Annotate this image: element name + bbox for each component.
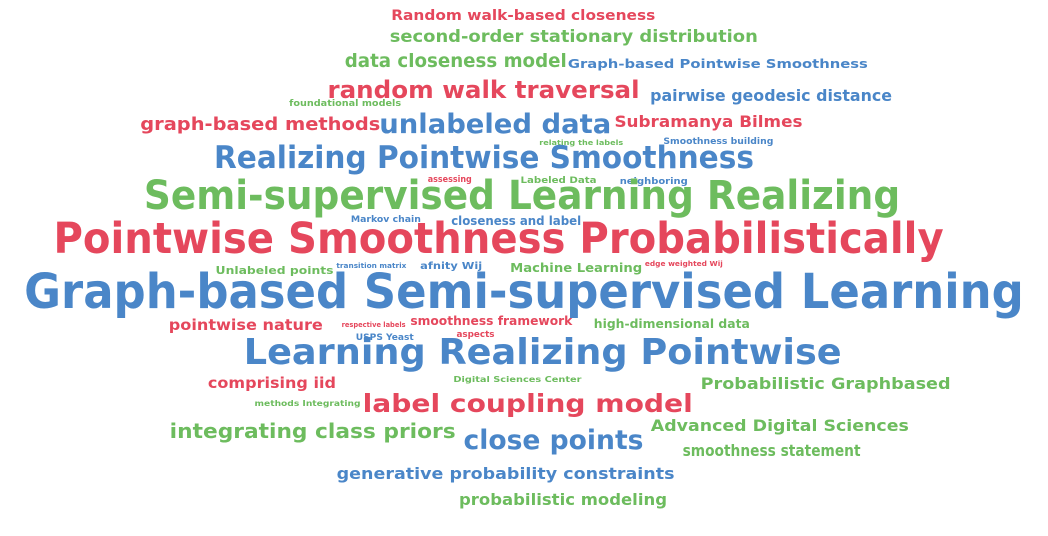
- word-pointwise-smoothness-probabilistically: Pointwise Smoothness Probabilistically: [53, 213, 945, 264]
- word-advanced-digital-sciences: Advanced Digital Sciences: [650, 416, 910, 435]
- word-neighboring: neighboring: [619, 176, 689, 187]
- word-probabilistic-modeling: probabilistic modeling: [458, 490, 668, 509]
- word-unlabeled-points: Unlabeled points: [215, 263, 334, 277]
- word-integrating-class-priors: integrating class priors: [169, 419, 456, 443]
- word-afnity-wij: afnity Wij: [419, 261, 483, 272]
- word-generative-probability-constraints: generative probability constraints: [337, 464, 675, 483]
- word-methods-integrating: methods Integrating: [255, 399, 361, 408]
- word-digital-sciences-center: Digital Sciences Center: [452, 375, 582, 384]
- word-second-order-stationary-distribution: second-order stationary distribution: [389, 26, 759, 47]
- word-random-walk-based-closeness: Random walk-based closeness: [390, 8, 656, 24]
- word-edge-weighted-wij: edge weighted Wij: [645, 259, 723, 268]
- word-graph-based-methods: graph-based methods: [139, 114, 381, 135]
- word-realizing-pointwise-smoothness: Realizing Pointwise Smoothness: [214, 139, 754, 176]
- word-labeled-data: Labeled Data: [520, 175, 598, 186]
- word-relating-the-labels: relating the labels: [539, 138, 623, 147]
- word-smoothness-framework: smoothness framework: [409, 314, 572, 328]
- word-graph-based-semi-supervised-learning: Graph-based Semi-supervised Learning: [24, 264, 1024, 320]
- word-close-points: close points: [462, 424, 644, 456]
- word-pointwise-nature: pointwise nature: [168, 315, 324, 334]
- word-learning-realizing-pointwise: Learning Realizing Pointwise: [244, 332, 842, 373]
- word-unlabeled-data: unlabeled data: [379, 108, 611, 140]
- word-respective-labels: respective labels: [342, 320, 406, 329]
- word-comprising-iid: comprising iid: [208, 373, 336, 392]
- word-semi-supervised-learning-realizing: Semi-supervised Learning Realizing: [143, 173, 901, 219]
- word-data-closeness-model: data closeness model: [345, 49, 567, 72]
- word-closeness-and-label: closeness and label: [451, 214, 581, 228]
- word-aspects: aspects: [455, 329, 494, 340]
- word-high-dimensional-data: high-dimensional data: [593, 317, 751, 331]
- word-random-walk-traversal: random walk traversal: [327, 76, 641, 104]
- word-graph-based-pointwise-smoothness: Graph-based Pointwise Smoothness: [568, 57, 868, 71]
- word-subramanya-bilmes: Subramanya Bilmes: [613, 112, 803, 131]
- word-smoothness-building: Smoothness building: [662, 136, 773, 147]
- word-transition-matrix: transition matrix: [336, 261, 406, 270]
- word-smoothness-statement: smoothness statement: [683, 441, 861, 460]
- word-pairwise-geodesic-distance: pairwise geodesic distance: [650, 86, 892, 105]
- word-foundational-models: foundational models: [289, 98, 401, 109]
- word-assessing: assessing: [427, 174, 472, 185]
- word-markov-chain: Markov chain: [350, 214, 421, 225]
- word-usps-yeast: USPS Yeast: [356, 332, 414, 343]
- word-probabilistic-graphbased: Probabilistic Graphbased: [701, 374, 951, 393]
- word-label-coupling-model: label coupling model: [362, 388, 694, 418]
- word-machine-learning: Machine Learning: [509, 261, 643, 275]
